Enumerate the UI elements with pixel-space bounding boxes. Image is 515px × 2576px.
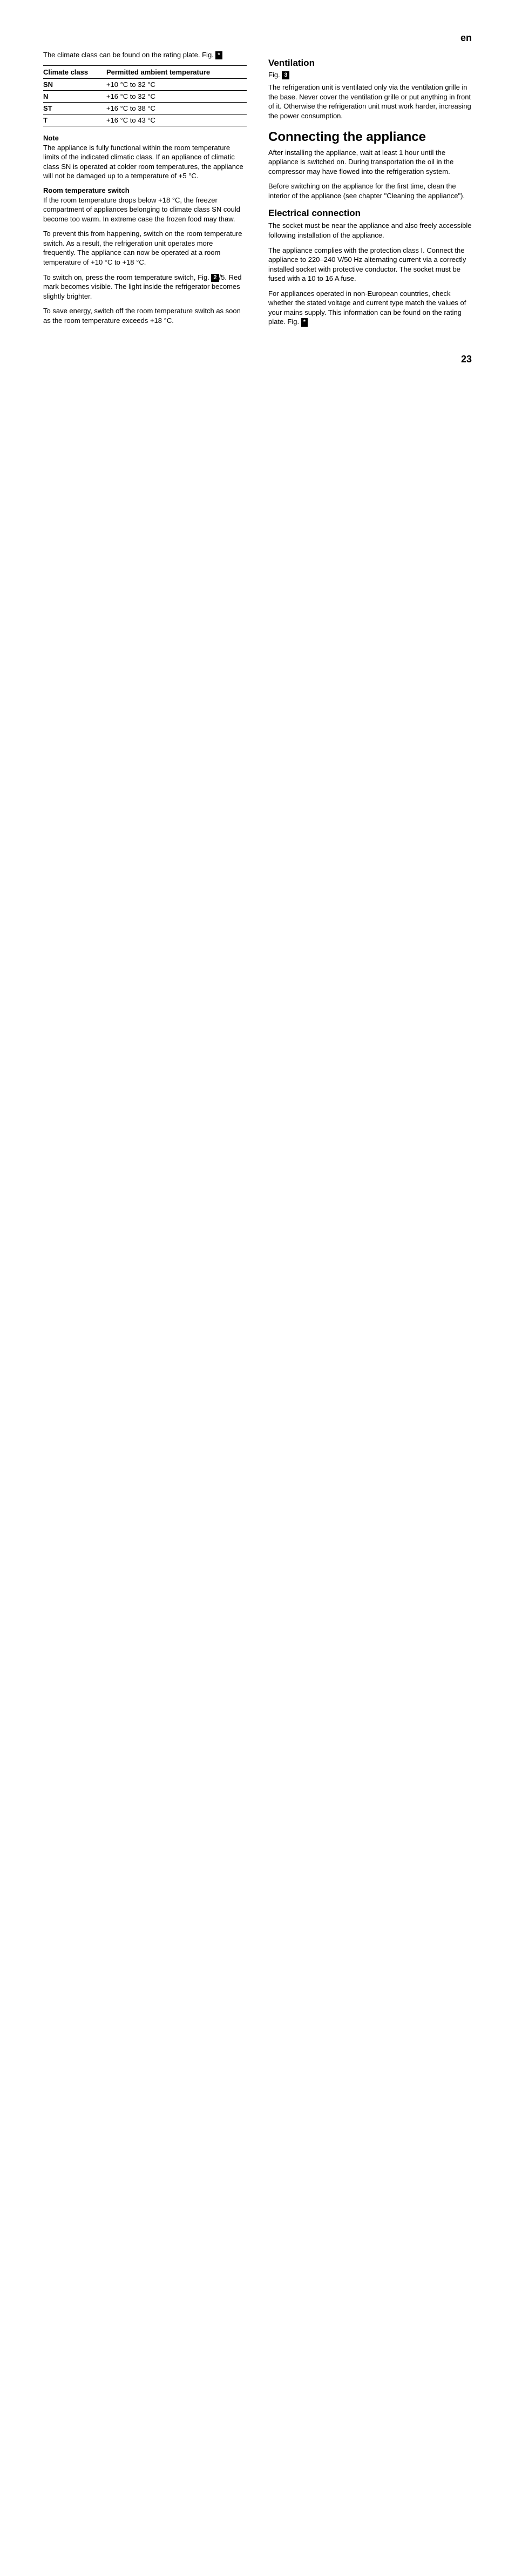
left-column: The climate class can be found on the ra… [43, 50, 247, 332]
ventilation-figref: Fig. 3 [268, 71, 472, 79]
right-column: Ventilation Fig. 3 The refrigeration uni… [268, 50, 472, 332]
rts-p3-a: To switch on, press the room temperature… [43, 273, 209, 281]
table-header: Climate class [43, 65, 106, 78]
table-cell: +16 °C to 43 °C [106, 114, 247, 126]
page-columns: The climate class can be found on the ra… [43, 50, 472, 332]
connecting-p2: Before switching on the appliance for th… [268, 181, 472, 200]
rts-p4: To save energy, switch off the room temp… [43, 306, 247, 325]
table-cell: +16 °C to 32 °C [106, 90, 247, 102]
rts-p2: To prevent this from happening, switch o… [43, 229, 247, 267]
rts-p1: If the room temperature drops below +18 … [43, 195, 247, 224]
figure-ref-icon: * [301, 318, 308, 326]
electrical-p1: The socket must be near the appliance an… [268, 221, 472, 240]
connecting-p1: After installing the appliance, wait at … [268, 148, 472, 177]
figure-ref-icon: 3 [282, 71, 289, 79]
electrical-p3: For appliances operated in non-European … [268, 289, 472, 327]
table-cell: +16 °C to 38 °C [106, 102, 247, 114]
table-header-row: Climate class Permitted ambient temperat… [43, 65, 247, 78]
table-row: N +16 °C to 32 °C [43, 90, 247, 102]
rts-heading: Room temperature switch [43, 186, 247, 194]
table-cell: T [43, 114, 106, 126]
page-number: 23 [43, 354, 472, 365]
table-cell: +10 °C to 32 °C [106, 78, 247, 90]
lang-marker: en [43, 32, 472, 44]
ventilation-heading: Ventilation [268, 58, 472, 69]
table-row: T +16 °C to 43 °C [43, 114, 247, 126]
note-heading: Note [43, 134, 247, 142]
electrical-p3-text: For appliances operated in non-European … [268, 289, 466, 326]
figure-ref-icon: * [215, 51, 222, 59]
table-row: ST +16 °C to 38 °C [43, 102, 247, 114]
table-cell: SN [43, 78, 106, 90]
fig-label: Fig. [268, 71, 280, 79]
table-cell: ST [43, 102, 106, 114]
climate-table: Climate class Permitted ambient temperat… [43, 65, 247, 126]
connecting-heading: Connecting the appliance [268, 130, 472, 144]
table-header: Permitted ambient temperature [106, 65, 247, 78]
table-row: SN +10 °C to 32 °C [43, 78, 247, 90]
rts-p3: To switch on, press the room temperature… [43, 273, 247, 301]
climate-intro-text: The climate class can be found on the ra… [43, 51, 214, 59]
electrical-p2: The appliance complies with the protecti… [268, 246, 472, 284]
climate-intro: The climate class can be found on the ra… [43, 50, 247, 60]
table-cell: N [43, 90, 106, 102]
electrical-heading: Electrical connection [268, 208, 472, 219]
ventilation-body: The refrigeration unit is ventilated onl… [268, 83, 472, 120]
figure-ref-icon: 2 [211, 274, 219, 282]
note-body: The appliance is fully functional within… [43, 143, 247, 181]
